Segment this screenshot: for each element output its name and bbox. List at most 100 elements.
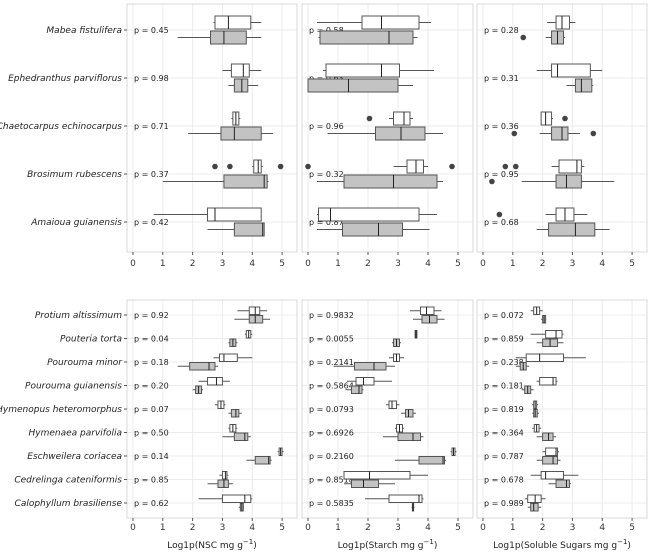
x-tick-label: 5 [629,259,635,269]
box-first [388,494,423,503]
species-label: Mabea fistulifera [46,26,122,36]
box-second [405,409,414,418]
x-tick-label: 4 [599,523,605,533]
x-tick-label: 2 [540,523,546,533]
species-label: Cedrelinga cateniformis [14,476,122,486]
x-tick-label: 2 [540,259,546,269]
box-second [248,315,264,324]
x-tick-label: 1 [335,523,341,533]
box-second [548,222,596,237]
p-value-label: p = 0.87 [309,218,344,227]
p-value-label: p = 0.28 [484,26,519,35]
species-label: Pourouma guianensis [25,382,122,392]
box-first [545,330,563,339]
x-tick-label: 4 [425,259,431,269]
box-first [221,471,228,480]
box-first [539,377,557,386]
box-first [393,111,411,126]
box-first [355,377,375,386]
x-tick-label: 2 [190,523,196,533]
box-first [420,306,435,315]
outlier-point [502,163,509,170]
box-second [555,174,582,189]
p-value-label: p = 0.92 [134,311,169,320]
outlier-point [489,178,495,185]
outlier-point [449,163,455,170]
p-value-label: p = 0.2141 [309,358,354,367]
species-label: Hymenopus heteromorphus [0,405,122,415]
x-tick-label: 4 [249,523,255,533]
box-first [221,494,252,503]
x-tick-label: 2 [190,259,196,269]
p-value-label: p = 0.96 [309,122,344,131]
p-value-label: p = 0.181 [484,382,524,391]
panel-frame [301,299,474,519]
p-value-label: p = 0.14 [134,452,169,461]
species-label: Calophyllum brasiliense [15,499,123,509]
x-tick-label: 0 [305,523,311,533]
p-value-label: p = 0.6926 [309,429,354,438]
box-second [542,432,554,441]
box-first [545,447,559,456]
p-value-label: p = 0.8518 [309,476,354,485]
p-value-label: p = 0.364 [484,429,524,438]
box-second [307,78,399,93]
box-first [343,471,411,480]
p-value-label: p = 0.238 [484,358,524,367]
x-axis-title: Log1p(Starch mg g−1) [338,538,438,551]
p-value-label: p = 0.787 [484,452,524,461]
species-label: Brosimum rubescens [27,170,122,180]
p-value-label: p = 0.18 [134,358,169,367]
outlier-point [496,211,503,218]
x-tick-label: 0 [480,523,486,533]
outlier-point [227,163,233,170]
box-second [233,222,265,237]
box-second [574,78,593,93]
x-tick-label: 2 [365,259,371,269]
panel-frame [126,3,298,253]
p-value-label: p = 0.5864 [309,382,354,391]
box-second [351,385,363,394]
p-value-label: p = 0.37 [134,170,169,179]
panel-frame [476,3,648,253]
species-label: Hymenaea parvifolia [29,429,122,439]
outlier-point [520,34,527,41]
outlier-point [562,115,568,122]
box-first [230,63,250,78]
x-tick-label: 1 [510,523,516,533]
box-first [207,207,262,222]
p-value-label: p = 0.98 [134,74,169,83]
x-tick-label: 3 [220,523,226,533]
x-tick-label: 1 [335,259,341,269]
p-value-label: p = 0.9832 [309,311,354,320]
box-second [555,479,570,488]
p-value-label: p = 0.072 [484,311,524,320]
x-tick-label: 5 [629,523,635,533]
x-tick-label: 0 [130,523,136,533]
box-first [253,159,262,174]
box-second [230,409,240,418]
box-second [220,126,262,141]
box-first [218,353,238,362]
x-axis-title: Log1p(NSC mg g−1) [167,538,257,551]
box-second [233,78,249,93]
outlier-point [366,115,373,122]
species-label: Pouteria torta [60,335,122,345]
p-value-label: p = 0.0793 [309,405,354,414]
species-label: Eschweilera coriacea [27,452,122,462]
x-tick-label: 0 [130,259,136,269]
p-value-label: p = 0.50 [134,429,169,438]
x-tick-label: 3 [395,523,401,533]
panel-frame [476,299,648,519]
p-value-label: p = 0.20 [134,382,169,391]
outlier-point [590,130,597,137]
box-first [325,63,400,78]
box-first [388,400,397,409]
x-tick-label: 3 [570,523,576,533]
box-first [248,306,261,315]
box-second [189,362,216,371]
p-value-label: p = 0.62 [134,499,169,508]
p-value-label: p = 0.68 [484,218,519,227]
box-second [254,456,271,465]
p-value-label: p = 0.71 [134,122,169,131]
